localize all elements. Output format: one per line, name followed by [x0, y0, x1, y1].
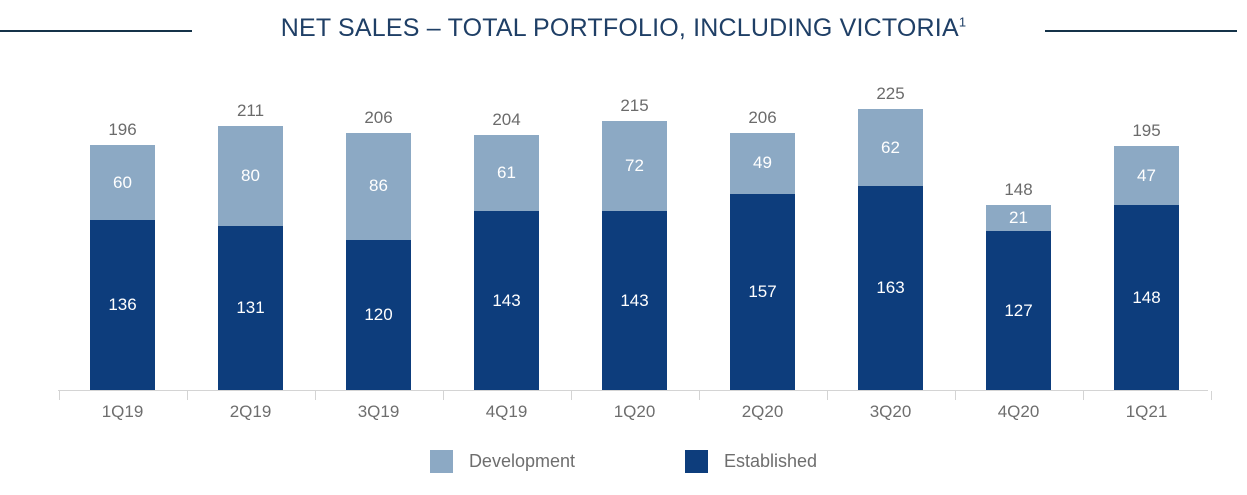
legend-label: Development: [468, 451, 575, 471]
chart-legend: Development Established: [0, 450, 1247, 473]
bar-segment-development[interactable]: 49: [730, 132, 795, 194]
x-axis-tick: [314, 391, 316, 400]
bar-segment-development[interactable]: 47: [1114, 146, 1179, 206]
bar-total-label: 148: [1004, 180, 1033, 200]
x-axis-tick: [1210, 391, 1212, 400]
bar-segment-established[interactable]: 163: [858, 186, 923, 390]
x-axis-label: 1Q19: [101, 402, 144, 421]
page-title-footnote-marker: 1: [958, 14, 967, 30]
bar-segment-development[interactable]: 62: [858, 108, 923, 187]
bar-segment-development[interactable]: 86: [346, 132, 411, 241]
bar-total-label: 206: [748, 107, 777, 127]
x-axis-line: [58, 390, 1208, 391]
bar-segment-development[interactable]: 61: [474, 135, 539, 212]
bar-group[interactable]: 136 60: [90, 145, 155, 390]
bar-total-label: 204: [492, 110, 521, 130]
x-axis-label: 1Q20: [613, 402, 656, 421]
bar-segment-established[interactable]: 143: [474, 211, 539, 390]
bar-group[interactable]: 131 80: [218, 126, 283, 390]
bar-group[interactable]: 120 86: [346, 132, 411, 390]
page-title: NET SALES – TOTAL PORTFOLIO, INCLUDING V…: [0, 14, 1247, 43]
title-rule-right: [1045, 30, 1237, 32]
bar-total-label: 225: [876, 83, 905, 103]
x-axis-label: 1Q21: [1125, 402, 1168, 421]
bar-segment-development[interactable]: 80: [218, 126, 283, 227]
x-axis-tick: [826, 391, 828, 400]
x-axis-label: 2Q19: [229, 402, 272, 421]
title-rule-left: [0, 30, 192, 32]
legend-label: Established: [724, 451, 818, 471]
bar-segment-established[interactable]: 127: [986, 231, 1051, 390]
x-axis-label: 2Q20: [741, 402, 784, 421]
x-axis-label: 3Q19: [357, 402, 400, 421]
x-axis-tick: [698, 391, 700, 400]
bar-segment-established[interactable]: 143: [602, 211, 667, 390]
page-title-text: NET SALES – TOTAL PORTFOLIO, INCLUDING V…: [280, 14, 959, 42]
legend-item[interactable]: Development: [429, 450, 575, 473]
bar-total-label: 211: [236, 101, 265, 121]
bar-segment-established[interactable]: 131: [218, 226, 283, 390]
bar-group[interactable]: 148 47: [1114, 146, 1179, 390]
bar-total-label: 196: [108, 120, 137, 140]
x-axis-tick: [954, 391, 956, 400]
bar-segment-development[interactable]: 21: [986, 205, 1051, 232]
bar-group[interactable]: 127 21: [986, 205, 1051, 390]
x-axis-tick: [58, 391, 60, 400]
bar-group[interactable]: 163 62: [858, 108, 923, 390]
x-axis-tick: [442, 391, 444, 400]
bar-segment-established[interactable]: 157: [730, 193, 795, 390]
bar-segment-established[interactable]: 148: [1114, 205, 1179, 390]
bar-segment-established[interactable]: 136: [90, 220, 155, 390]
bar-group[interactable]: 143 72: [602, 121, 667, 390]
legend-swatch-icon: [429, 450, 453, 473]
x-axis-label: 4Q19: [485, 402, 528, 421]
bar-group[interactable]: 157 49: [730, 132, 795, 390]
bar-total-label: 215: [620, 96, 649, 116]
bar-total-label: 195: [1132, 121, 1161, 141]
x-axis-tick: [186, 391, 188, 400]
stacked-bar-chart: 136 60 196 131 80 211 120 86 206 143 61 204 143 72 215…: [58, 83, 1212, 421]
legend-swatch-icon: [685, 450, 708, 473]
legend-item[interactable]: Established: [685, 450, 817, 473]
x-axis-tick: [570, 391, 572, 400]
bar-segment-established[interactable]: 120: [346, 240, 411, 390]
x-axis-tick: [1082, 391, 1084, 400]
chart-header: NET SALES – TOTAL PORTFOLIO, INCLUDING V…: [0, 0, 1247, 62]
bar-total-label: 206: [364, 107, 393, 127]
bar-segment-development[interactable]: 72: [602, 121, 667, 212]
x-axis-label: 4Q20: [997, 402, 1040, 421]
x-axis-label: 3Q20: [869, 402, 912, 421]
bar-segment-development[interactable]: 60: [90, 145, 155, 221]
bar-group[interactable]: 143 61: [474, 135, 539, 390]
